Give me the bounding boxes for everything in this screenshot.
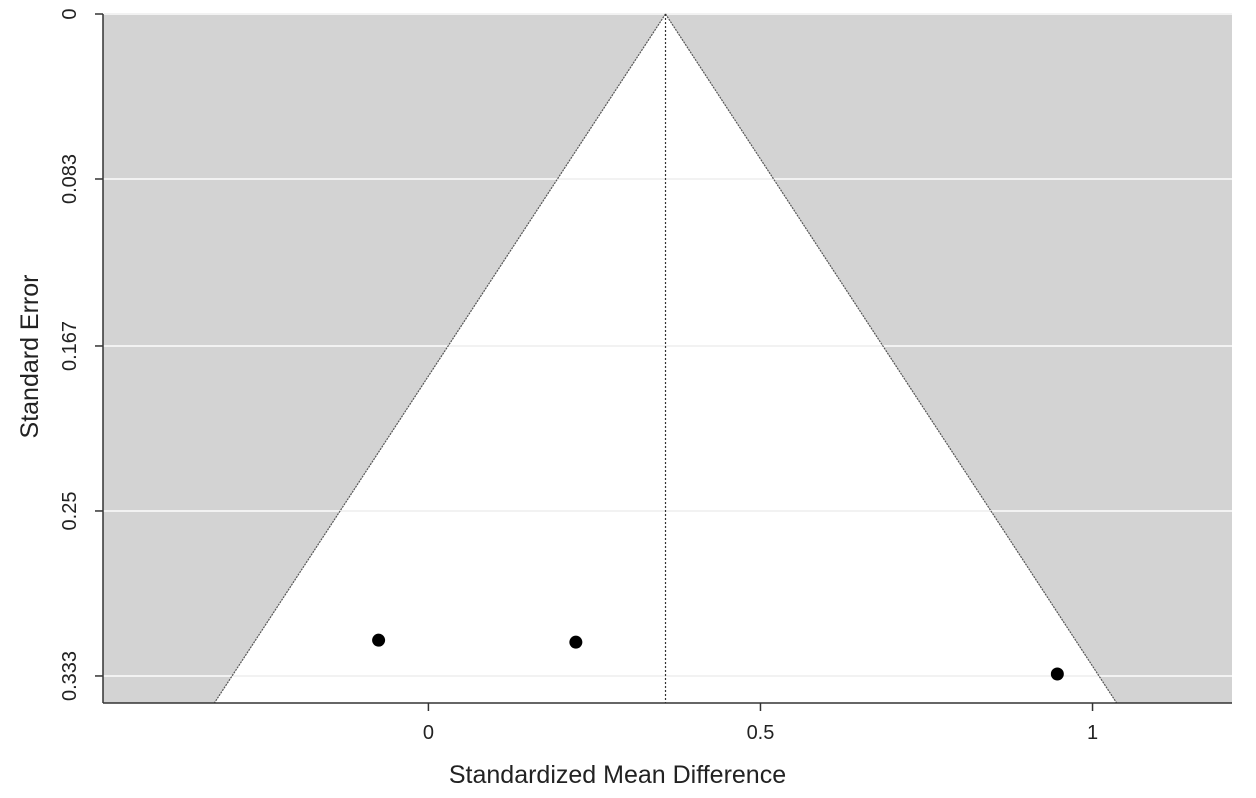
y-tick-label: 0.333 bbox=[59, 651, 81, 701]
x-tick-label: 0.5 bbox=[747, 722, 775, 744]
funnel-left-edge bbox=[213, 13, 667, 704]
funnel-right-edge bbox=[665, 13, 1118, 704]
y-ticks: 0 0.083 0.167 0.25 0.333 bbox=[59, 8, 103, 701]
y-tick-label: 0.083 bbox=[59, 154, 81, 204]
grid-lines bbox=[103, 13, 1232, 677]
plot-area bbox=[103, 13, 1232, 704]
data-point bbox=[569, 635, 583, 649]
y-tick-label: 0.167 bbox=[59, 321, 81, 371]
x-axis: 0 0.5 1 Standardized Mean Difference bbox=[103, 702, 1232, 789]
x-ticks: 0 0.5 1 bbox=[423, 703, 1098, 744]
y-axis-title: Standard Error bbox=[16, 275, 44, 439]
data-points bbox=[372, 633, 1064, 681]
y-tick-label: 0.25 bbox=[59, 492, 81, 531]
y-tick-label: 0 bbox=[59, 8, 81, 19]
x-tick-label: 1 bbox=[1087, 722, 1098, 744]
data-point bbox=[372, 633, 386, 647]
x-tick-label: 0 bbox=[423, 722, 434, 744]
data-point bbox=[1050, 667, 1064, 681]
y-axis: 0 0.083 0.167 0.25 0.333 Standard Error bbox=[16, 8, 104, 703]
x-axis-title: Standardized Mean Difference bbox=[449, 761, 786, 789]
